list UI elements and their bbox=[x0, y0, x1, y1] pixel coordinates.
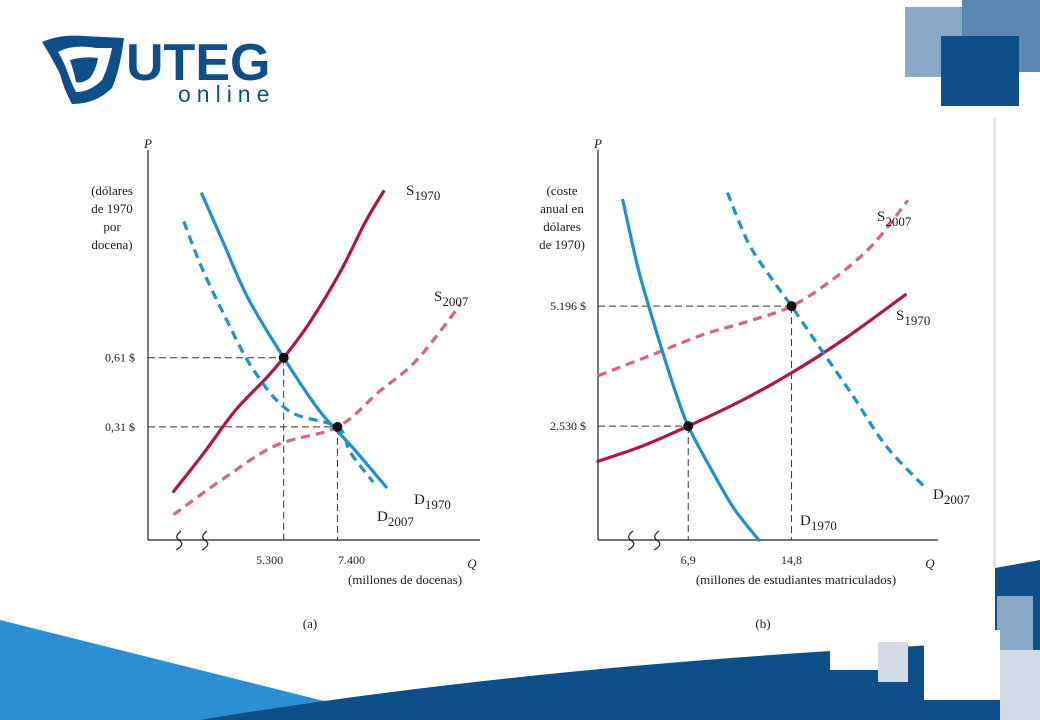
y-tick-label: 2.530 $ bbox=[550, 419, 586, 433]
series-line-d1970 bbox=[621, 198, 761, 542]
y-axis-symbol: P bbox=[593, 136, 602, 151]
equilibrium-point bbox=[278, 352, 289, 363]
y-axis-label-line: de 1970 bbox=[91, 201, 133, 216]
decor-band-navy bbox=[200, 640, 1040, 720]
series-label-s1970: S1970 bbox=[896, 308, 930, 328]
decor-square bbox=[878, 642, 908, 682]
y-axis-label-line: por bbox=[103, 219, 121, 234]
y-tick-label: 5.196 $ bbox=[550, 299, 586, 313]
panel-caption: (a) bbox=[303, 616, 317, 631]
shield-icon bbox=[42, 35, 124, 104]
decor-square bbox=[997, 596, 1033, 650]
axis-break bbox=[653, 530, 661, 551]
series-line-s1970 bbox=[596, 293, 907, 463]
series-line-d2007 bbox=[182, 220, 375, 484]
equilibrium-point bbox=[786, 301, 797, 312]
y-tick-label: 0,61 $ bbox=[105, 351, 135, 365]
series-label-d2007: D2007 bbox=[933, 487, 970, 507]
x-tick-label: 5.300 bbox=[256, 553, 283, 567]
brand-name: UTEG bbox=[126, 34, 270, 92]
equilibrium-point bbox=[683, 421, 694, 432]
series-label-s2007: S2007 bbox=[877, 209, 912, 229]
x-tick-label: 6,9 bbox=[681, 553, 696, 567]
y-axis-label-line: docena) bbox=[91, 237, 132, 252]
decor-top-right bbox=[905, 0, 1040, 106]
series-line-s2007 bbox=[597, 199, 910, 378]
x-axis-symbol: Q bbox=[925, 556, 935, 571]
decor-square bbox=[830, 628, 878, 670]
chart-panel-b: P Q (coste anual en dólares de 1970) (millones… bbox=[539, 136, 970, 631]
decor-band-light bbox=[0, 620, 400, 720]
series-label-s2007: S2007 bbox=[434, 289, 469, 309]
series-line-d2007 bbox=[726, 191, 925, 488]
x-axis-label: (millones de docenas) bbox=[348, 572, 462, 587]
decor-square bbox=[924, 630, 1000, 700]
axis-break bbox=[175, 530, 183, 551]
y-axis-label-line: (dólares bbox=[91, 183, 133, 198]
x-axis-symbol: Q bbox=[467, 556, 477, 571]
y-axis-symbol: P bbox=[143, 136, 152, 151]
chart-panel-a: P Q (dólares de 1970 por docena) (millones de … bbox=[91, 136, 480, 631]
decor-square bbox=[1000, 650, 1040, 720]
decor-bottom bbox=[0, 560, 1040, 720]
series-label-s1970: S1970 bbox=[406, 183, 440, 203]
axis-break bbox=[627, 530, 635, 551]
series-label-d1970: D1970 bbox=[414, 492, 451, 512]
y-axis-label-line: (coste bbox=[546, 183, 577, 198]
axis-break bbox=[201, 530, 209, 551]
y-tick-label: 0,31 $ bbox=[105, 420, 135, 434]
x-axis-label: (millones de estudiantes matriculados) bbox=[696, 572, 896, 587]
brand-logo: UTEG online bbox=[42, 34, 275, 107]
y-axis-label-line: de 1970) bbox=[539, 237, 585, 252]
equilibrium-point bbox=[332, 421, 343, 432]
content-border bbox=[993, 118, 996, 568]
brand-sub: online bbox=[178, 81, 275, 107]
y-axis-label-line: anual en bbox=[540, 201, 584, 216]
x-tick-label: 14,8 bbox=[781, 553, 802, 567]
x-tick-label: 7.400 bbox=[338, 553, 365, 567]
series-label-d1970: D1970 bbox=[800, 513, 837, 533]
decor-square bbox=[941, 36, 1019, 106]
series-label-d2007: D2007 bbox=[377, 509, 414, 529]
panel-caption: (b) bbox=[755, 616, 770, 631]
y-axis-label-line: dólares bbox=[543, 219, 581, 234]
